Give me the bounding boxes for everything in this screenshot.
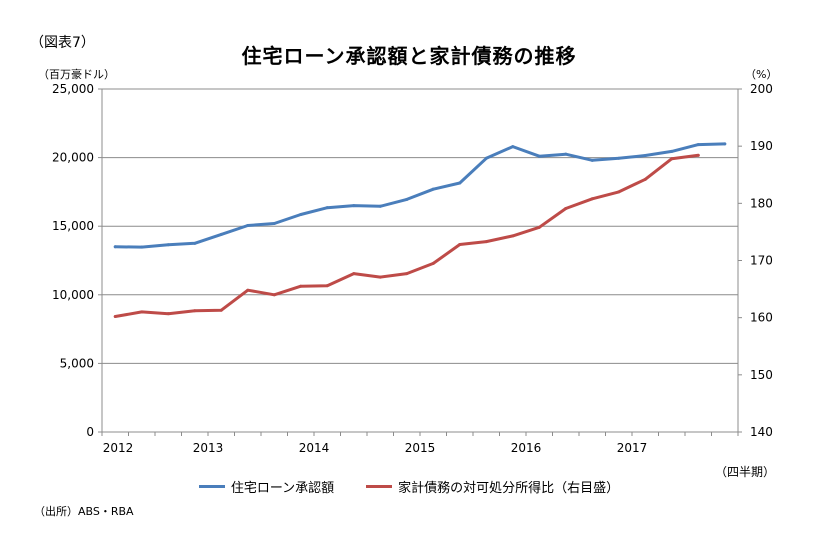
x-tick-label-2015: 2015 xyxy=(405,441,436,455)
series-2-point-2013Q1 xyxy=(219,308,223,312)
series-2-point-2017Q2 xyxy=(670,157,674,161)
series-2-point-2015Q2 xyxy=(458,242,462,246)
left-tick-label-5: 25,000 xyxy=(52,82,94,96)
series-1-point-2017Q1 xyxy=(643,154,647,158)
series-1-point-2017Q4 xyxy=(723,142,727,146)
series-1-point-2016Q2 xyxy=(564,152,568,156)
left-tick-label-2: 10,000 xyxy=(52,288,94,302)
series-2-point-2012Q2 xyxy=(140,310,144,314)
left-tick-label-4: 20,000 xyxy=(52,151,94,165)
x-axis-unit: （四半期） xyxy=(715,465,776,479)
series-2-point-2016Q1 xyxy=(537,225,541,229)
series-1-point-2016Q3 xyxy=(590,158,594,162)
right-axis-unit: （%） xyxy=(745,68,778,81)
legend-label-series-1: 住宅ローン承認額 xyxy=(230,481,335,496)
series-1-point-2017Q3 xyxy=(696,143,700,147)
series-1-point-2015Q3 xyxy=(484,156,488,160)
left-tick-label-0: 0 xyxy=(86,425,94,439)
x-tick-label-2017: 2017 xyxy=(617,441,648,455)
series-1-point-2015Q4 xyxy=(511,145,515,149)
series-2-point-2013Q3 xyxy=(272,293,276,297)
series-1-point-2013Q2 xyxy=(246,224,250,228)
series-1-point-2015Q1 xyxy=(431,187,435,191)
legend: 住宅ローン承認額 家計債務の対可処分所得比（右目盛） xyxy=(0,477,818,496)
x-tick-label-2013: 2013 xyxy=(193,441,224,455)
series-line-1 xyxy=(113,142,727,249)
series-1-point-2014Q1 xyxy=(325,206,329,210)
series-1-point-2012Q1 xyxy=(113,245,117,249)
series-2-point-2015Q4 xyxy=(511,234,515,238)
right-tick-label-0: 140 xyxy=(750,425,773,439)
series-2-point-2014Q2 xyxy=(352,272,356,276)
x-tick-label-2014: 2014 xyxy=(299,441,330,455)
series-2-point-2016Q3 xyxy=(590,197,594,201)
right-tick-label-6: 200 xyxy=(750,82,773,96)
legend-item-series-2: 家計債務の対可処分所得比（右目盛） xyxy=(366,477,619,496)
legend-label-series-2: 家計債務の対可処分所得比（右目盛） xyxy=(398,481,620,496)
left-tick-label-3: 15,000 xyxy=(52,219,94,233)
left-axis-unit: （百万豪ドル） xyxy=(38,68,115,81)
right-tick-label-3: 170 xyxy=(750,254,773,268)
series-1-point-2012Q4 xyxy=(193,241,197,245)
series-1-point-2014Q3 xyxy=(378,204,382,208)
series-1-point-2015Q2 xyxy=(458,181,462,185)
series-2-point-2017Q1 xyxy=(643,177,647,181)
series-1-point-2012Q3 xyxy=(166,243,170,247)
series-2-point-2013Q2 xyxy=(246,288,250,292)
series-2-point-2012Q3 xyxy=(166,312,170,316)
right-tick-label-5: 190 xyxy=(750,139,773,153)
series-1-point-2014Q2 xyxy=(352,204,356,208)
series-2-point-2012Q4 xyxy=(193,309,197,313)
series-1-point-2013Q3 xyxy=(272,221,276,225)
series-2-point-2014Q4 xyxy=(405,272,409,276)
series-1-point-2017Q2 xyxy=(670,149,674,153)
series-2-point-2016Q4 xyxy=(617,190,621,194)
x-tick-label-2012: 2012 xyxy=(103,441,134,455)
series-2-point-2015Q3 xyxy=(484,240,488,244)
right-tick-label-4: 180 xyxy=(750,196,773,210)
legend-swatch-series-1 xyxy=(198,485,225,488)
source-note: （出所）ABS・RBA xyxy=(34,505,134,518)
series-2-point-2016Q2 xyxy=(564,206,568,210)
series-2-point-2017Q3 xyxy=(696,153,700,157)
left-tick-label-1: 5,000 xyxy=(60,356,94,370)
series-2-point-2015Q1 xyxy=(431,261,435,265)
series-1-point-2016Q1 xyxy=(537,154,541,158)
series-1-point-2013Q4 xyxy=(299,213,303,217)
series-2-point-2014Q3 xyxy=(378,275,382,279)
legend-item-series-1: 住宅ローン承認額 xyxy=(198,477,335,496)
figure-label: （図表7） xyxy=(30,35,95,51)
legend-swatch-series-2 xyxy=(366,485,393,488)
series-1-point-2013Q1 xyxy=(219,232,223,236)
right-tick-label-1: 150 xyxy=(750,368,773,382)
series-1-point-2014Q4 xyxy=(405,197,409,201)
series-1-point-2016Q4 xyxy=(617,156,621,160)
series-2-point-2012Q1 xyxy=(113,315,117,319)
series-1-point-2012Q2 xyxy=(140,245,144,249)
series-2-point-2014Q1 xyxy=(325,284,329,288)
series-2-point-2013Q4 xyxy=(299,284,303,288)
chart-title: 住宅ローン承認額と家計債務の推移 xyxy=(241,44,577,68)
right-tick-label-2: 160 xyxy=(750,311,773,325)
series-line-2 xyxy=(113,153,700,318)
x-tick-label-2016: 2016 xyxy=(511,441,542,455)
